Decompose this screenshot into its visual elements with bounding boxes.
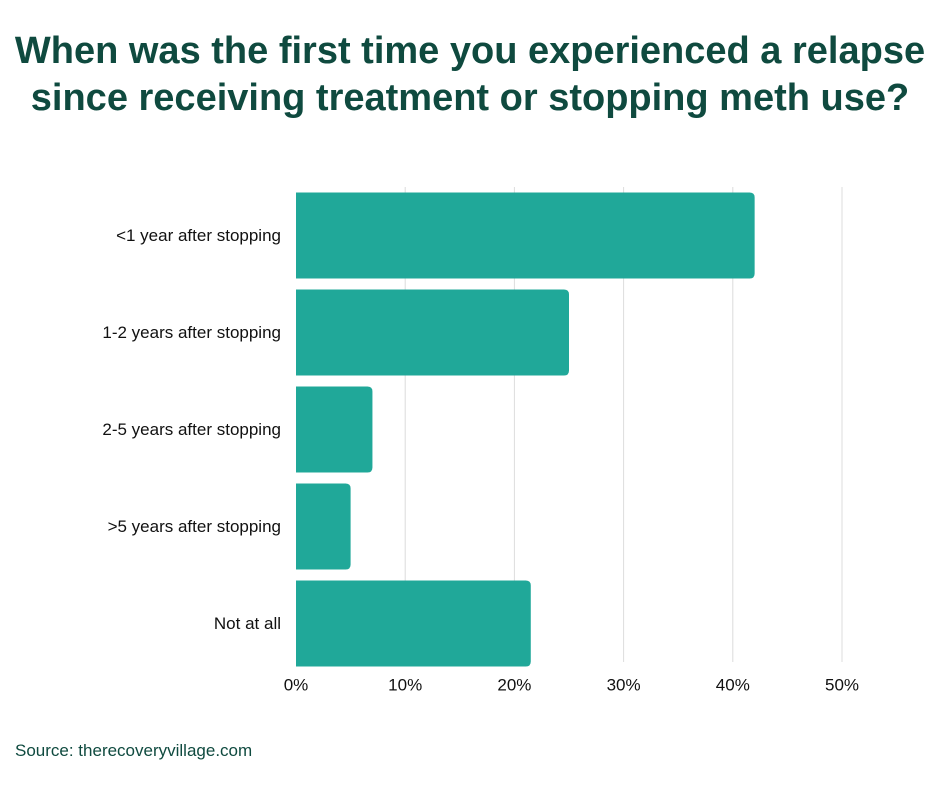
x-axis-tick-labels: 0% 10% 20% 30% 40% 50% (284, 676, 859, 695)
category-label: 1-2 years after stopping (102, 323, 281, 342)
x-tick-label: 40% (716, 676, 750, 695)
chart-title-line-2: since receiving treatment or stopping me… (30, 77, 910, 119)
x-tick-label: 0% (284, 676, 309, 695)
category-label: <1 year after stopping (116, 226, 281, 245)
x-tick-label: 50% (825, 676, 859, 695)
bar (296, 483, 351, 570)
bar (296, 386, 373, 473)
bars (296, 192, 755, 667)
bar (296, 289, 569, 376)
chart-title-line-1: When was the first time you experienced … (14, 30, 926, 72)
x-tick-label: 20% (497, 676, 531, 695)
chart-title: When was the first time you experienced … (0, 28, 940, 122)
category-label: >5 years after stopping (108, 517, 281, 536)
bar (296, 580, 531, 667)
category-label: Not at all (214, 614, 281, 633)
x-tick-label: 30% (607, 676, 641, 695)
bar (296, 192, 755, 279)
category-labels: <1 year after stopping 1-2 years after st… (102, 226, 281, 633)
category-label: 2-5 years after stopping (102, 420, 281, 439)
source-note: Source: therecoveryvillage.com (15, 741, 253, 760)
x-tick-label: 10% (388, 676, 422, 695)
